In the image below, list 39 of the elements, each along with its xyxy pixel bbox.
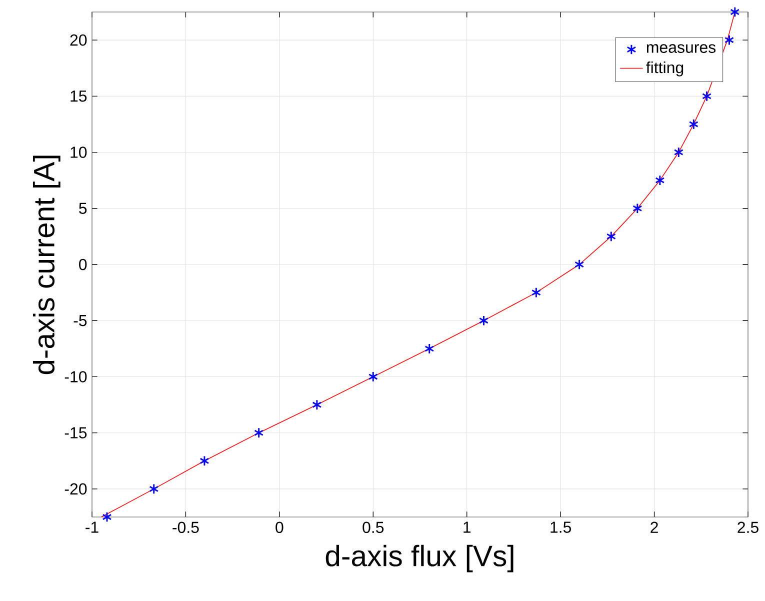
y-axis-title: d-axis current [A]: [32, 156, 60, 374]
y-tick-label: -10: [64, 371, 87, 382]
x-tick-label: 2: [650, 522, 658, 533]
point: [702, 90, 712, 102]
point: [149, 484, 159, 494]
point: [254, 427, 264, 438]
point: [531, 287, 541, 298]
point: [674, 146, 684, 158]
y-tick-label: 10: [70, 146, 87, 158]
y-tick-label: 20: [70, 34, 87, 46]
y-tick-label: -15: [64, 427, 87, 438]
point: [730, 6, 740, 18]
x-tick-label: 0.5: [362, 522, 384, 534]
point: [574, 259, 584, 270]
point: [478, 315, 488, 326]
legend-label: measures: [646, 44, 716, 53]
point: [655, 174, 665, 186]
point: [102, 512, 112, 522]
x-axis-title: d-axis flux [Vs]: [326, 544, 514, 572]
x-tick-label: 0: [276, 522, 284, 534]
point: [424, 343, 434, 354]
point: [606, 231, 616, 242]
point: [200, 455, 210, 466]
y-tick-label: 0: [79, 258, 87, 270]
point: [724, 34, 734, 46]
y-tick-label: 15: [70, 90, 87, 102]
y-tick-label: -20: [64, 483, 87, 495]
y-tick-label: -5: [74, 315, 87, 326]
point: [312, 399, 322, 410]
x-tick-label: -0.5: [172, 522, 199, 534]
point: [368, 371, 378, 382]
y-tick-label: 5: [79, 202, 87, 214]
x-tick-label: -1: [86, 522, 98, 533]
x-tick-label: 2.5: [738, 522, 758, 534]
legend-label: fitting: [646, 61, 684, 76]
x-tick-label: 1.5: [550, 522, 572, 533]
x-tick-label: 1: [464, 522, 471, 533]
point: [632, 202, 642, 214]
point: [688, 118, 698, 130]
